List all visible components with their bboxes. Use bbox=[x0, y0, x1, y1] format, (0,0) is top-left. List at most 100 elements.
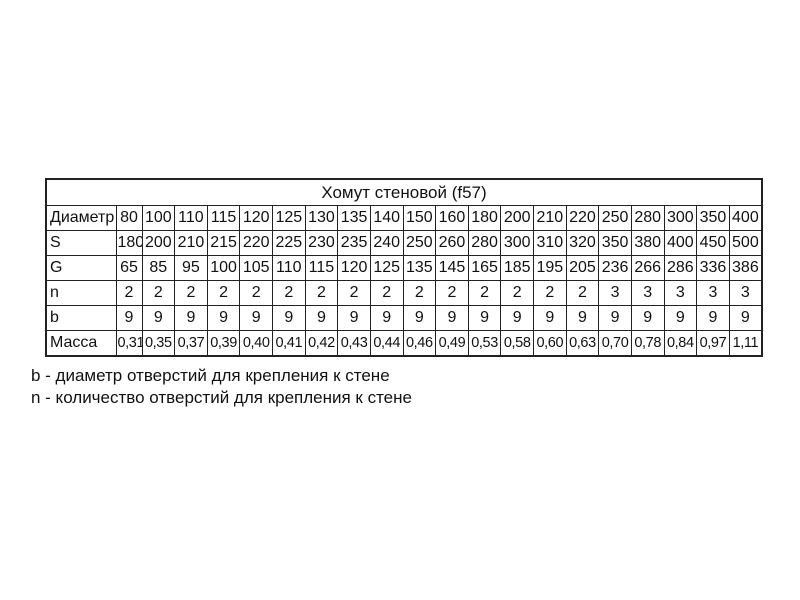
value-cell: 320 bbox=[565, 230, 600, 256]
value-cell: 0,44 bbox=[369, 330, 404, 357]
value-cell: 300 bbox=[663, 205, 698, 231]
value-cell: 9 bbox=[174, 305, 208, 331]
value-cell: 120 bbox=[239, 205, 273, 231]
value-cell: 160 bbox=[435, 205, 469, 231]
value-cell: 0,42 bbox=[304, 330, 339, 357]
spec-table-container: Хомут стеновой (f57) Диаметр 80 100 110 115 1… bbox=[45, 178, 763, 357]
value-cell: 230 bbox=[304, 230, 339, 256]
value-cell: 0,37 bbox=[174, 330, 208, 357]
value-cell: 0,40 bbox=[239, 330, 273, 357]
value-cell: 9 bbox=[402, 305, 437, 331]
row-label: G bbox=[45, 255, 117, 281]
value-cell: 3 bbox=[663, 280, 698, 306]
value-cell: 9 bbox=[467, 305, 502, 331]
table-title: Хомут стеновой (f57) bbox=[45, 178, 763, 206]
value-cell: 2 bbox=[239, 280, 273, 306]
value-cell: 2 bbox=[174, 280, 208, 306]
table-title-row: Хомут стеновой (f57) bbox=[45, 178, 763, 206]
value-cell: 140 bbox=[369, 205, 404, 231]
value-cell: 3 bbox=[696, 280, 730, 306]
value-cell: 235 bbox=[337, 230, 371, 256]
value-cell: 9 bbox=[115, 305, 143, 331]
value-cell: 2 bbox=[435, 280, 469, 306]
value-cell: 205 bbox=[565, 255, 600, 281]
value-cell: 130 bbox=[304, 205, 339, 231]
value-cell: 9 bbox=[206, 305, 241, 331]
value-cell: 250 bbox=[598, 205, 632, 231]
value-cell: 500 bbox=[728, 230, 763, 256]
value-cell: 9 bbox=[435, 305, 469, 331]
value-cell: 2 bbox=[337, 280, 371, 306]
value-cell: 3 bbox=[598, 280, 632, 306]
value-cell: 95 bbox=[174, 255, 208, 281]
value-cell: 9 bbox=[663, 305, 698, 331]
footnote-n: n - количество отверстий для крепления к… bbox=[31, 388, 412, 407]
value-cell: 180 bbox=[467, 205, 502, 231]
value-cell: 200 bbox=[141, 230, 176, 256]
value-cell: 115 bbox=[304, 255, 339, 281]
value-cell: 125 bbox=[369, 255, 404, 281]
value-cell: 300 bbox=[500, 230, 534, 256]
value-cell: 2 bbox=[115, 280, 143, 306]
value-cell: 0,53 bbox=[467, 330, 502, 357]
value-cell: 2 bbox=[500, 280, 534, 306]
value-cell: 2 bbox=[402, 280, 437, 306]
value-cell: 0,78 bbox=[630, 330, 665, 357]
value-cell: 2 bbox=[533, 280, 567, 306]
value-cell: 0,39 bbox=[206, 330, 241, 357]
value-cell: 2 bbox=[141, 280, 176, 306]
value-cell: 9 bbox=[565, 305, 600, 331]
value-cell: 260 bbox=[435, 230, 469, 256]
value-cell: 9 bbox=[239, 305, 273, 331]
value-cell: 180 bbox=[115, 230, 143, 256]
value-cell: 3 bbox=[728, 280, 763, 306]
value-cell: 225 bbox=[272, 230, 306, 256]
table-row: S 180 200 210 215 220 225 230 235 240 250 260 280 300… bbox=[45, 230, 763, 256]
value-cell: 9 bbox=[304, 305, 339, 331]
value-cell: 9 bbox=[630, 305, 665, 331]
value-cell: 85 bbox=[141, 255, 176, 281]
value-cell: 0,97 bbox=[696, 330, 730, 357]
table-row: G 65 85 95 100 105 110 115 120 125 135 145 165 185 195… bbox=[45, 255, 763, 281]
value-cell: 145 bbox=[435, 255, 469, 281]
footnotes: b - диаметр отверстий для крепления к ст… bbox=[31, 365, 412, 409]
value-cell: 9 bbox=[533, 305, 567, 331]
value-cell: 185 bbox=[500, 255, 534, 281]
value-cell: 210 bbox=[174, 230, 208, 256]
value-cell: 0,49 bbox=[435, 330, 469, 357]
value-cell: 100 bbox=[141, 205, 176, 231]
value-cell: 280 bbox=[467, 230, 502, 256]
value-cell: 9 bbox=[500, 305, 534, 331]
table-row: Масса 0,31 0,35 0,37 0,39 0,40 0,41 0,42 0,43 0,4… bbox=[45, 330, 763, 357]
value-cell: 100 bbox=[206, 255, 241, 281]
value-cell: 2 bbox=[272, 280, 306, 306]
value-cell: 2 bbox=[206, 280, 241, 306]
row-label: b bbox=[45, 305, 117, 331]
value-cell: 80 bbox=[115, 205, 143, 231]
value-cell: 350 bbox=[598, 230, 632, 256]
value-cell: 400 bbox=[728, 205, 763, 231]
table-row: Диаметр 80 100 110 115 120 125 130 135 140 150 160 1… bbox=[45, 205, 763, 231]
value-cell: 9 bbox=[369, 305, 404, 331]
value-cell: 2 bbox=[304, 280, 339, 306]
value-cell: 386 bbox=[728, 255, 763, 281]
value-cell: 350 bbox=[696, 205, 730, 231]
value-cell: 0,35 bbox=[141, 330, 176, 357]
value-cell: 280 bbox=[630, 205, 665, 231]
value-cell: 120 bbox=[337, 255, 371, 281]
value-cell: 266 bbox=[630, 255, 665, 281]
value-cell: 125 bbox=[272, 205, 306, 231]
spec-table: Хомут стеновой (f57) Диаметр 80 100 110 115 1… bbox=[45, 178, 763, 357]
value-cell: 110 bbox=[272, 255, 306, 281]
value-cell: 220 bbox=[565, 205, 600, 231]
value-cell: 105 bbox=[239, 255, 273, 281]
value-cell: 286 bbox=[663, 255, 698, 281]
value-cell: 0,84 bbox=[663, 330, 698, 357]
value-cell: 135 bbox=[337, 205, 371, 231]
footnote-b: b - диаметр отверстий для крепления к ст… bbox=[31, 366, 390, 385]
value-cell: 210 bbox=[533, 205, 567, 231]
value-cell: 0,41 bbox=[272, 330, 306, 357]
value-cell: 9 bbox=[728, 305, 763, 331]
